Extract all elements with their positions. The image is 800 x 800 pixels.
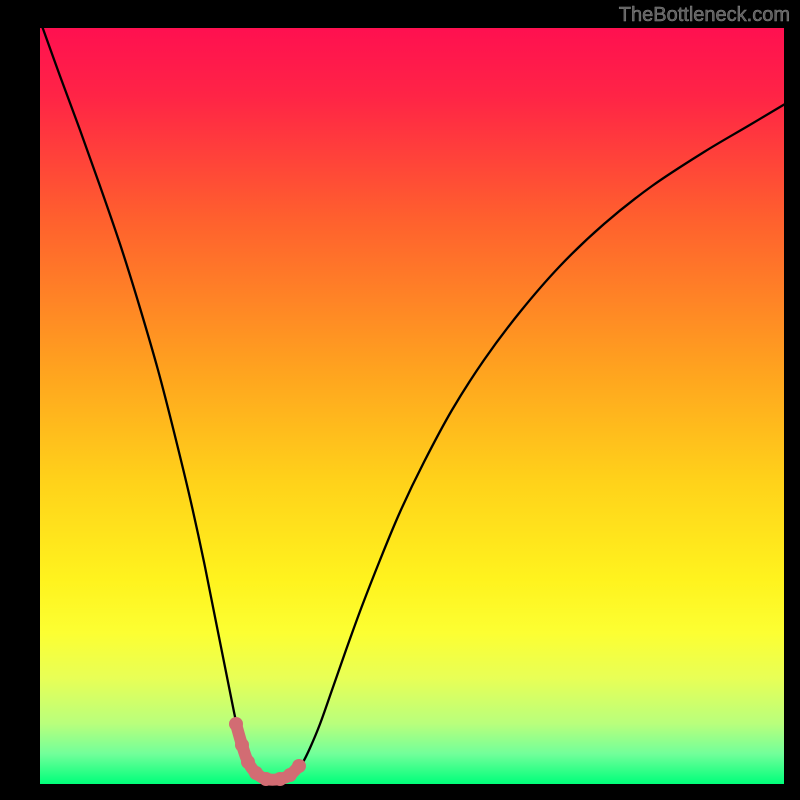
marker-dot: [229, 717, 243, 731]
watermark-text: TheBottleneck.com: [619, 4, 790, 27]
plot-background-gradient: [40, 28, 784, 784]
marker-dot: [292, 759, 306, 773]
bottleneck-curve-chart: [0, 0, 800, 800]
marker-dot: [259, 772, 273, 786]
marker-dot: [235, 738, 249, 752]
chart-container: TheBottleneck.com: [0, 0, 800, 800]
